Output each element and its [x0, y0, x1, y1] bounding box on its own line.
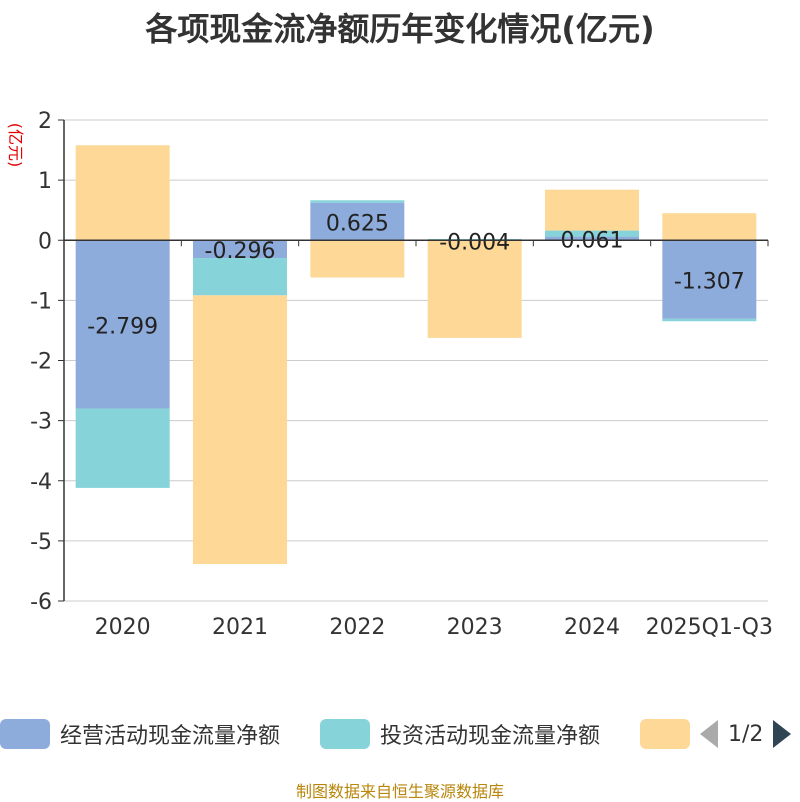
legend-swatch: [0, 719, 50, 749]
bar-segment: [75, 240, 170, 409]
x-tick-label: 2023: [447, 615, 503, 640]
y-axis-label: (亿元): [6, 123, 25, 168]
y-tick-label: 0: [38, 229, 52, 254]
y-tick-label: -3: [30, 410, 52, 435]
chart-title: 各项现金流净额历年变化情况(亿元): [145, 10, 655, 48]
bar-segment: [310, 200, 405, 203]
x-tick-label: 2025Q1-Q3: [646, 615, 773, 640]
source-note: 制图数据来自恒生聚源数据库: [295, 782, 504, 801]
legend-swatch: [320, 719, 370, 749]
y-tick-label: 1: [38, 169, 52, 194]
bar-segment: [427, 240, 522, 338]
y-tick-label: -1: [30, 289, 52, 314]
data-label: -2.799: [87, 314, 158, 339]
legend-prev-page-icon[interactable]: [700, 720, 718, 748]
legend-item-operating[interactable]: 经营活动现金流量净额: [0, 716, 280, 752]
bar-segment: [662, 240, 757, 319]
legend-label: 投资活动现金流量净额: [380, 724, 601, 749]
legend-label: 经营活动现金流量净额: [60, 724, 281, 749]
bar-segment: [662, 213, 757, 241]
y-tick-label: -4: [30, 470, 52, 495]
y-tick-label: -5: [30, 530, 52, 555]
legend: 经营活动现金流量净额 投资活动现金流量净额 1/2: [0, 716, 800, 756]
bar-segment: [193, 295, 287, 565]
bar-segment: [193, 240, 287, 259]
x-tick-label: 2020: [95, 615, 151, 640]
bar-segment: [545, 230, 639, 237]
legend-item-investing[interactable]: 投资活动现金流量净额: [320, 716, 600, 752]
bar-segment: [545, 189, 639, 231]
bar-segment: [545, 236, 639, 241]
x-tick-label: 2021: [212, 615, 268, 640]
data-label: -0.296: [205, 239, 276, 264]
x-tick-label: 2022: [329, 615, 385, 640]
data-label: 0.625: [326, 211, 389, 236]
bar-segment: [75, 408, 170, 488]
legend-next-page-icon[interactable]: [773, 720, 792, 748]
data-label: -0.004: [439, 230, 510, 255]
legend-item-financing[interactable]: [640, 716, 700, 752]
y-tick-label: 2: [38, 109, 52, 134]
bar-segment: [310, 202, 405, 241]
bar-segment: [193, 258, 287, 296]
legend-page-indicator: 1/2: [728, 721, 764, 747]
x-tick-label: 2024: [564, 615, 620, 640]
bar-segment: [310, 240, 405, 278]
bar-segment: [662, 318, 757, 322]
bars: [75, 145, 757, 565]
legend-pager: 1/2: [700, 716, 792, 752]
legend-swatch: [640, 719, 690, 749]
bar-segment: [75, 145, 170, 241]
y-tick-label: -2: [30, 350, 52, 375]
y-tick-label: -6: [30, 590, 52, 615]
axes: 2 1 0 -1 -2 -3 -4 -5 -6 2020 2021 2022 2023 2024 2025Q…: [30, 109, 773, 640]
data-label: -1.307: [674, 270, 745, 295]
